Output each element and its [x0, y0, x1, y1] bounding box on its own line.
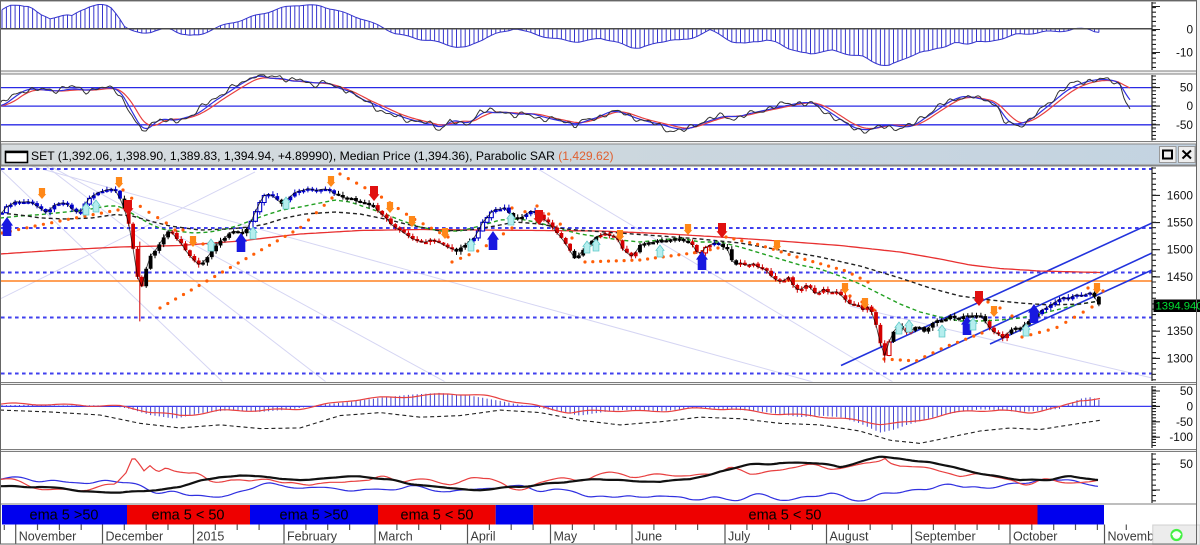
- svg-text:June: June: [635, 530, 662, 544]
- svg-text:1300: 1300: [1167, 351, 1194, 365]
- svg-text:March: March: [378, 530, 413, 544]
- svg-text:50: 50: [1180, 457, 1194, 471]
- svg-text:1500: 1500: [1167, 243, 1194, 257]
- svg-text:SET (1,392.06, 1,398.90, 1,389: SET (1,392.06, 1,398.90, 1,389.83, 1,394…: [31, 149, 614, 163]
- svg-text:July: July: [728, 530, 751, 544]
- svg-text:April: April: [471, 530, 496, 544]
- svg-text:50: 50: [1180, 384, 1194, 398]
- svg-text:December: December: [106, 530, 164, 544]
- svg-text:1600: 1600: [1167, 188, 1194, 202]
- svg-text:ema 5 < 50: ema 5 < 50: [749, 508, 822, 524]
- svg-text:0: 0: [1186, 99, 1193, 113]
- svg-text:August: August: [830, 530, 869, 544]
- svg-text:-100: -100: [1169, 430, 1193, 444]
- svg-text:50: 50: [1180, 81, 1194, 95]
- svg-text:ema 5 >50: ema 5 >50: [280, 508, 349, 524]
- svg-text:September: September: [915, 530, 976, 544]
- svg-text:-50: -50: [1176, 415, 1193, 429]
- svg-text:0: 0: [1186, 23, 1193, 37]
- svg-text:-50: -50: [1176, 118, 1193, 132]
- svg-text:October: October: [1013, 530, 1057, 544]
- svg-text:1450: 1450: [1167, 270, 1194, 284]
- svg-text:1394.940: 1394.940: [1156, 301, 1200, 313]
- svg-text:ema 5 < 50: ema 5 < 50: [152, 508, 225, 524]
- svg-text:November: November: [19, 530, 77, 544]
- svg-text:-10: -10: [1176, 46, 1193, 60]
- svg-text:1550: 1550: [1167, 216, 1194, 230]
- svg-text:May: May: [554, 530, 578, 544]
- svg-text:ema 5 >50: ema 5 >50: [30, 508, 99, 524]
- svg-text:1350: 1350: [1167, 324, 1194, 338]
- svg-text:2015: 2015: [197, 530, 225, 544]
- svg-text:February: February: [287, 530, 338, 544]
- svg-text:November: November: [1108, 530, 1166, 544]
- svg-text:0: 0: [1186, 399, 1193, 413]
- svg-text:ema 5 < 50: ema 5 < 50: [401, 508, 474, 524]
